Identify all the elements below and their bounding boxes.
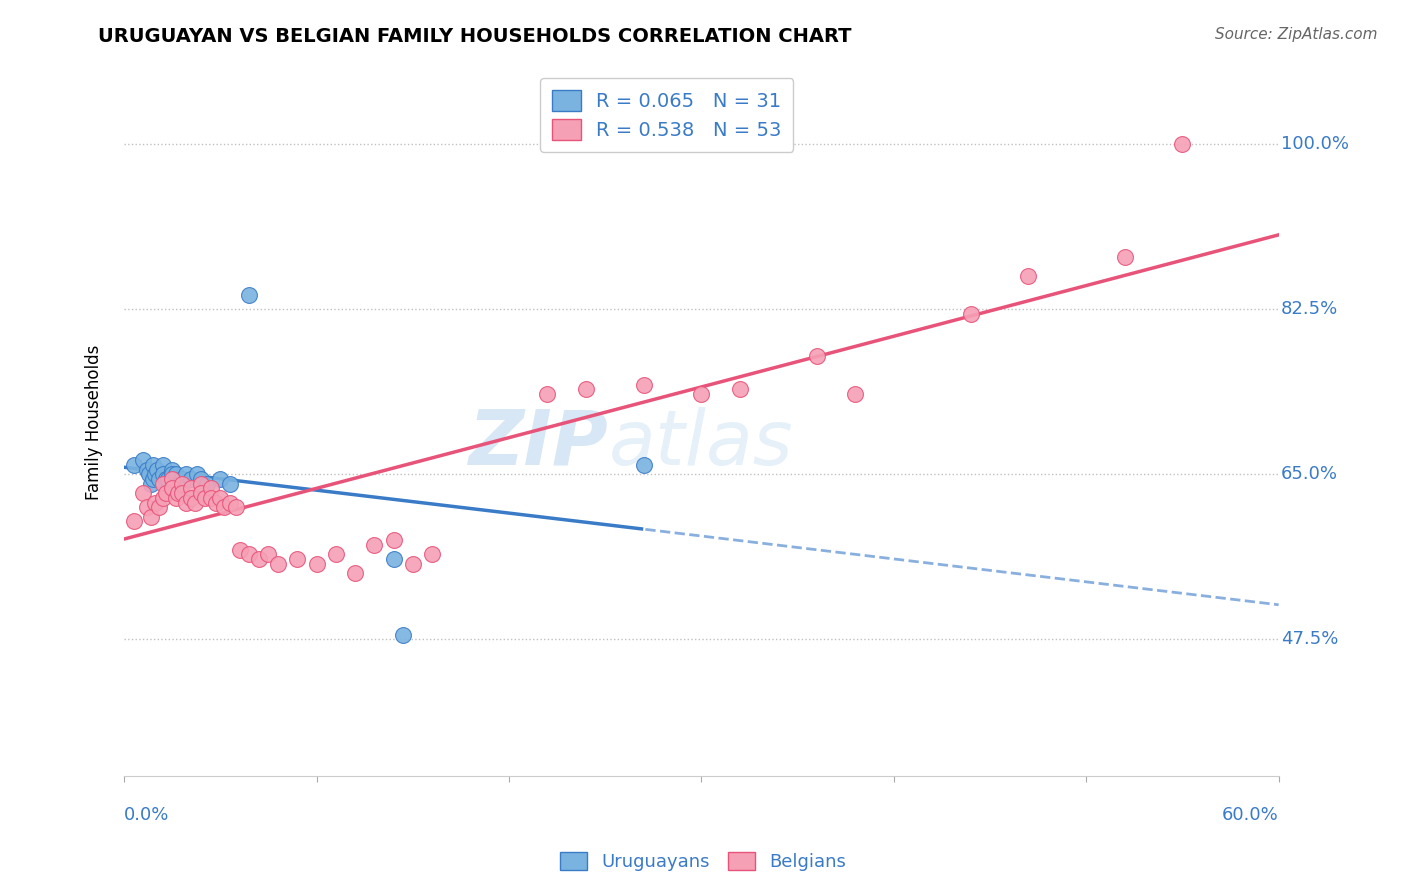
- Point: [257, 548, 280, 562]
- Point: [186, 467, 208, 482]
- Point: [1018, 269, 1040, 284]
- Point: [170, 476, 193, 491]
- Point: [139, 509, 162, 524]
- Point: [382, 533, 405, 548]
- Point: [205, 495, 228, 509]
- Point: [180, 482, 202, 496]
- Point: [146, 462, 169, 476]
- Point: [174, 495, 197, 509]
- Point: [180, 472, 202, 486]
- Point: [959, 307, 981, 321]
- Point: [325, 548, 347, 562]
- Text: 65.0%: 65.0%: [1281, 466, 1339, 483]
- Point: [132, 486, 155, 500]
- Text: atlas: atlas: [609, 407, 793, 481]
- Point: [728, 382, 751, 396]
- Point: [575, 382, 598, 396]
- Point: [139, 476, 162, 491]
- Point: [152, 458, 174, 472]
- Text: 47.5%: 47.5%: [1281, 631, 1339, 648]
- Point: [180, 491, 202, 505]
- Point: [170, 472, 193, 486]
- Point: [162, 462, 184, 476]
- Point: [162, 482, 184, 496]
- Point: [238, 548, 260, 562]
- Point: [190, 486, 212, 500]
- Point: [157, 472, 180, 486]
- Point: [170, 486, 193, 500]
- Point: [155, 486, 177, 500]
- Point: [247, 552, 270, 566]
- Point: [184, 495, 207, 509]
- Point: [152, 467, 174, 482]
- Legend: R = 0.065   N = 31, R = 0.538   N = 53: R = 0.065 N = 31, R = 0.538 N = 53: [540, 78, 793, 152]
- Point: [228, 542, 250, 557]
- Point: [143, 467, 166, 482]
- Point: [267, 557, 290, 571]
- Point: [212, 500, 235, 515]
- Point: [219, 476, 242, 491]
- Point: [132, 453, 155, 467]
- Point: [195, 476, 218, 491]
- Point: [167, 486, 190, 500]
- Text: 100.0%: 100.0%: [1281, 135, 1348, 153]
- Point: [148, 472, 170, 486]
- Point: [219, 495, 242, 509]
- Point: [200, 491, 222, 505]
- Point: [143, 495, 166, 509]
- Text: URUGUAYAN VS BELGIAN FAMILY HOUSEHOLDS CORRELATION CHART: URUGUAYAN VS BELGIAN FAMILY HOUSEHOLDS C…: [98, 27, 852, 45]
- Point: [844, 387, 866, 401]
- Point: [162, 472, 184, 486]
- Text: 82.5%: 82.5%: [1281, 300, 1339, 318]
- Point: [633, 377, 655, 392]
- Point: [167, 476, 190, 491]
- Point: [122, 458, 145, 472]
- Point: [225, 500, 247, 515]
- Point: [152, 476, 174, 491]
- Point: [1171, 136, 1194, 151]
- Point: [690, 387, 713, 401]
- Y-axis label: Family Households: Family Households: [86, 344, 103, 500]
- Point: [162, 467, 184, 482]
- Legend: Uruguayans, Belgians: Uruguayans, Belgians: [553, 845, 853, 879]
- Point: [285, 552, 308, 566]
- Text: 0.0%: 0.0%: [124, 806, 170, 824]
- Text: ZIP: ZIP: [470, 407, 609, 481]
- Point: [190, 476, 212, 491]
- Point: [402, 557, 425, 571]
- Point: [392, 627, 415, 641]
- Point: [209, 491, 232, 505]
- Point: [633, 458, 655, 472]
- Point: [136, 500, 159, 515]
- Point: [238, 288, 260, 302]
- Point: [536, 387, 558, 401]
- Point: [200, 482, 222, 496]
- Point: [136, 462, 159, 476]
- Point: [194, 491, 217, 505]
- Point: [174, 467, 197, 482]
- Point: [142, 458, 165, 472]
- Point: [163, 472, 186, 486]
- Point: [138, 467, 160, 482]
- Point: [363, 538, 385, 552]
- Text: 60.0%: 60.0%: [1222, 806, 1278, 824]
- Point: [122, 515, 145, 529]
- Text: Source: ZipAtlas.com: Source: ZipAtlas.com: [1215, 27, 1378, 42]
- Point: [190, 472, 212, 486]
- Point: [209, 472, 232, 486]
- Point: [420, 548, 443, 562]
- Point: [344, 566, 367, 581]
- Point: [165, 467, 187, 482]
- Point: [305, 557, 328, 571]
- Point: [142, 472, 165, 486]
- Point: [806, 349, 828, 363]
- Point: [165, 491, 187, 505]
- Point: [152, 491, 174, 505]
- Point: [155, 472, 177, 486]
- Point: [148, 500, 170, 515]
- Point: [1114, 250, 1136, 264]
- Point: [382, 552, 405, 566]
